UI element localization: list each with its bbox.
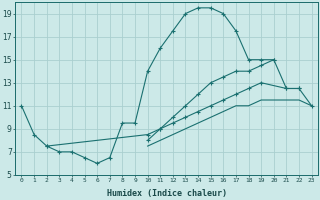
X-axis label: Humidex (Indice chaleur): Humidex (Indice chaleur) (107, 189, 227, 198)
